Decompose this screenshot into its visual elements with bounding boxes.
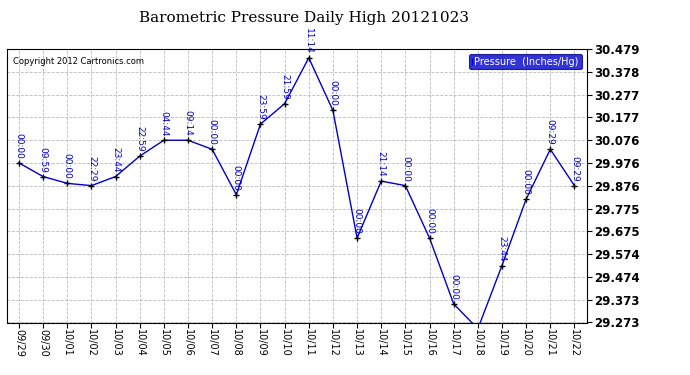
Text: 00:00: 00:00 — [353, 208, 362, 234]
Text: 00:00: 00:00 — [522, 169, 531, 195]
Text: 11:14: 11:14 — [304, 28, 313, 54]
Text: 00:00: 00:00 — [208, 119, 217, 145]
Text: 00:00: 00:00 — [14, 133, 23, 159]
Text: 00:00: 00:00 — [232, 165, 241, 190]
Legend: Pressure  (Inches/Hg): Pressure (Inches/Hg) — [469, 54, 582, 69]
Text: 21:14: 21:14 — [377, 151, 386, 177]
Text: 19:44: 19:44 — [0, 374, 1, 375]
Text: 21:59: 21:59 — [280, 74, 289, 99]
Text: 04:44: 04:44 — [159, 111, 168, 136]
Text: 23:59: 23:59 — [256, 94, 265, 120]
Text: 23:44: 23:44 — [497, 236, 506, 261]
Text: 22:29: 22:29 — [87, 156, 96, 182]
Text: 00:00: 00:00 — [449, 274, 458, 300]
Text: Copyright 2012 Cartronics.com: Copyright 2012 Cartronics.com — [12, 57, 144, 66]
Text: Barometric Pressure Daily High 20121023: Barometric Pressure Daily High 20121023 — [139, 11, 469, 25]
Text: 23:44: 23:44 — [111, 147, 120, 172]
Text: 00:00: 00:00 — [425, 208, 434, 234]
Text: 00:00: 00:00 — [63, 153, 72, 179]
Text: 00:00: 00:00 — [401, 156, 410, 182]
Text: 00:00: 00:00 — [328, 81, 337, 106]
Text: 09:29: 09:29 — [570, 156, 579, 182]
Text: 09:59: 09:59 — [39, 147, 48, 172]
Text: 09:29: 09:29 — [546, 119, 555, 145]
Text: 09:14: 09:14 — [184, 110, 193, 136]
Text: 22:59: 22:59 — [135, 126, 144, 152]
